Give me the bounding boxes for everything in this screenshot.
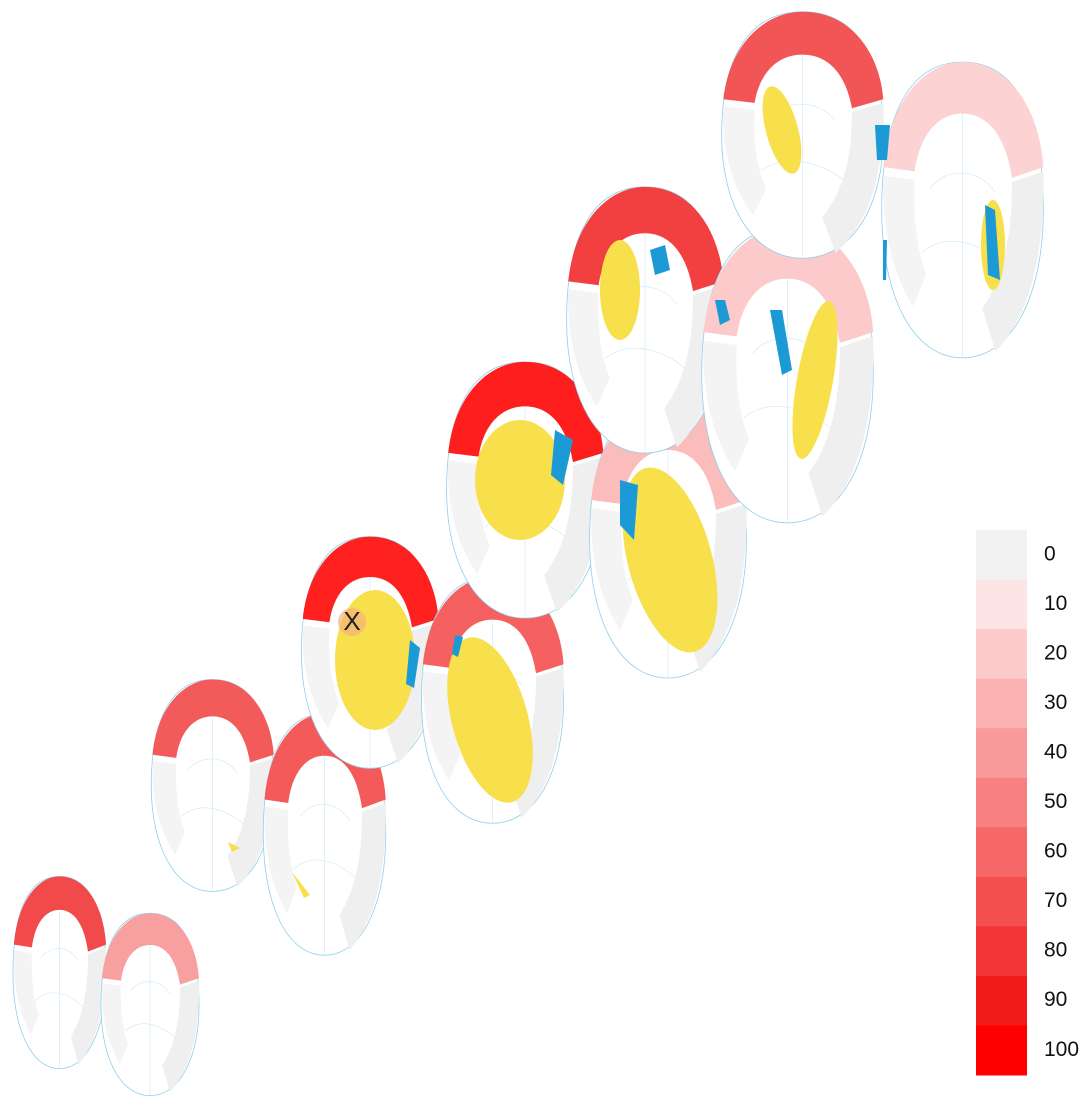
scale-label: 50	[1044, 790, 1067, 813]
scale-label: 100	[1044, 1038, 1079, 1061]
figure: X 0 10 20 30 40 50 60 70 80 90 100	[0, 0, 1091, 1097]
scale-label: 30	[1044, 691, 1067, 714]
scale-block	[976, 629, 1027, 679]
hemisphere	[722, 12, 884, 258]
scale-block	[976, 778, 1027, 828]
scale-block	[976, 679, 1027, 729]
hemisphere	[882, 62, 1044, 358]
hemisphere	[151, 680, 274, 892]
scale-label: 40	[1044, 741, 1067, 764]
scale-block	[976, 926, 1027, 976]
scale-block	[976, 728, 1027, 778]
hemisphere	[13, 876, 106, 1068]
scale-block	[976, 530, 1027, 580]
scale-label: 90	[1044, 988, 1067, 1011]
scale-label: 10	[1044, 592, 1067, 615]
color-scale: 0 10 20 30 40 50 60 70 80 90 100	[976, 530, 1079, 1076]
scale-label: 60	[1044, 840, 1067, 863]
hemisphere	[702, 227, 874, 523]
scale-block	[976, 1025, 1027, 1075]
hemisphere	[101, 913, 199, 1095]
scale-label: 20	[1044, 641, 1067, 664]
scale-label: 70	[1044, 889, 1067, 912]
hemisphere	[567, 187, 724, 453]
scale-block	[976, 827, 1027, 877]
scale-block	[976, 580, 1027, 630]
marker-label: X	[343, 606, 360, 636]
scale-label: 0	[1044, 542, 1056, 565]
scale-block	[976, 976, 1027, 1026]
brain-sections	[13, 12, 1044, 1096]
scale-label: 80	[1044, 939, 1067, 962]
scale-block	[976, 877, 1027, 927]
